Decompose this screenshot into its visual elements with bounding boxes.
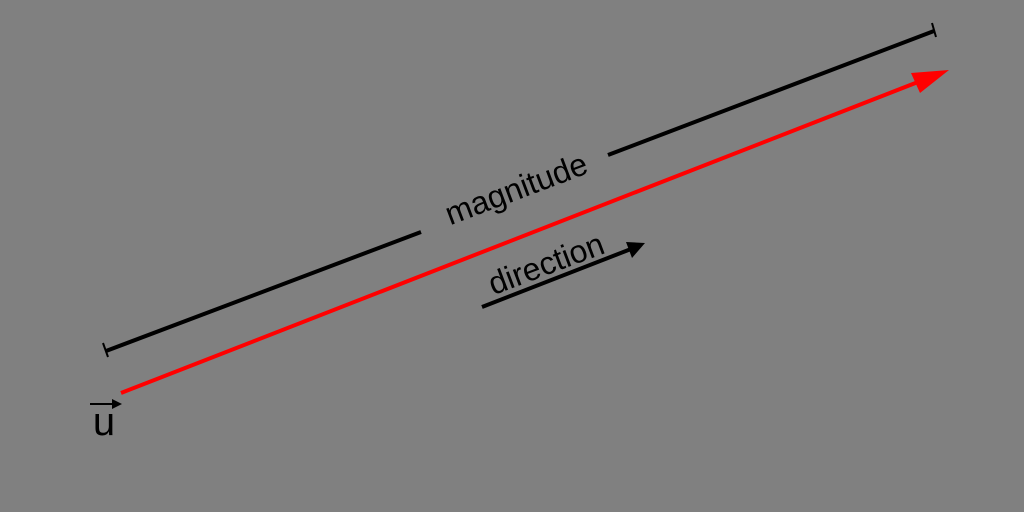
direction-arrowhead xyxy=(626,242,645,258)
vector-u-shaft xyxy=(120,80,919,395)
magnitude-line-right-segment xyxy=(607,29,935,157)
magnitude-dimension-line xyxy=(102,22,937,358)
vector-u xyxy=(120,70,949,395)
magnitude-end-tick-left xyxy=(102,342,109,358)
vector-symbol-arrowhead-icon xyxy=(112,399,122,409)
direction-arrow-shaft xyxy=(481,247,632,309)
direction-arrow xyxy=(481,242,645,309)
vector-u-arrowhead xyxy=(911,70,949,93)
magnitude-end-tick-right xyxy=(931,22,937,38)
magnitude-line-left-segment xyxy=(105,230,422,353)
vector-symbol-letter: u xyxy=(93,400,115,444)
vector-symbol: u xyxy=(90,399,122,444)
